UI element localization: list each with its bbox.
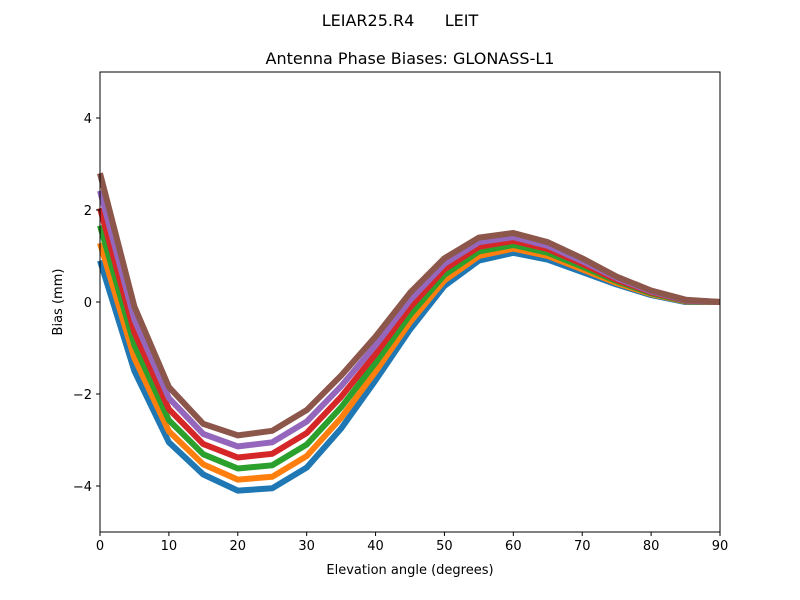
series-lines xyxy=(97,172,721,494)
y-tick-label: −2 xyxy=(73,388,92,403)
figure-suptitle: LEIAR25.R4 LEIT xyxy=(322,11,479,30)
x-tick-label: 20 xyxy=(230,539,247,554)
x-tick-label: 60 xyxy=(505,539,522,554)
x-tick-label: 80 xyxy=(643,539,660,554)
y-tick-label: −4 xyxy=(73,480,92,495)
y-tick-label: 4 xyxy=(84,112,92,127)
chart-title: Antenna Phase Biases: GLONASS-L1 xyxy=(266,49,555,68)
series-line-5 xyxy=(97,172,721,439)
x-tick-label: 30 xyxy=(298,539,315,554)
y-tick-label: 0 xyxy=(84,296,92,311)
y-axis-label: Bias (mm) xyxy=(51,269,66,336)
y-axis: −4 −2 0 2 4 xyxy=(73,112,100,495)
x-tick-label: 50 xyxy=(436,539,453,554)
x-tick-label: 40 xyxy=(367,539,384,554)
x-tick-label: 10 xyxy=(161,539,178,554)
x-tick-label: 70 xyxy=(574,539,591,554)
x-axis: 0 10 20 30 40 50 60 70 80 90 xyxy=(96,532,728,554)
y-tick-label: 2 xyxy=(84,204,92,219)
x-tick-label: 90 xyxy=(712,539,729,554)
x-tick-label: 0 xyxy=(96,539,104,554)
x-axis-label: Elevation angle (degrees) xyxy=(326,563,493,578)
